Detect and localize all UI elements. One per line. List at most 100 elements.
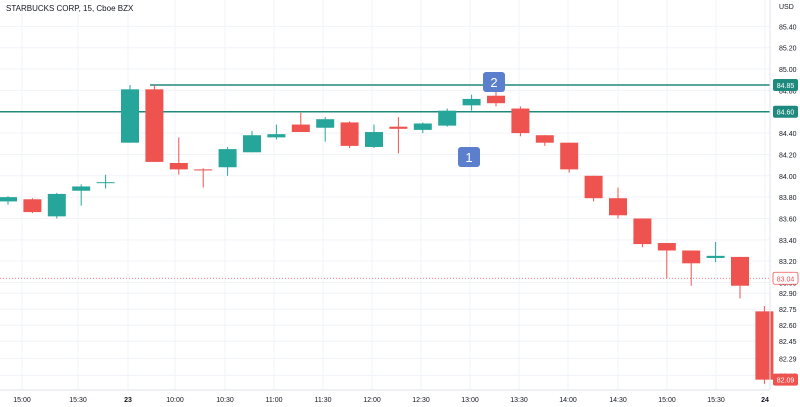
candle <box>72 184 91 206</box>
candle <box>365 124 383 149</box>
candle-body <box>438 110 457 126</box>
candle-body <box>365 132 383 147</box>
candle <box>731 256 749 299</box>
time-axis[interactable]: 15:00 15:30 23 10:00 10:30 11:00 11:30 12:00 12:… <box>13 397 769 404</box>
x-tick-label: 12:00 <box>363 397 381 404</box>
candle <box>169 137 188 175</box>
x-tick-label: 15:00 <box>658 397 676 404</box>
candles <box>0 81 774 384</box>
x-tick-label: 15:00 <box>13 397 31 404</box>
candle-body <box>0 197 17 202</box>
candle-body <box>487 95 505 104</box>
y-tick-label: 84.20 <box>779 152 797 159</box>
candle-body <box>535 135 554 143</box>
y-tick-label: 83.60 <box>779 216 797 223</box>
last-price-label: 83.04 <box>777 276 795 283</box>
hline-price-label: 84.85 <box>777 83 795 90</box>
candle <box>145 85 164 162</box>
candle <box>657 243 676 279</box>
candle-body <box>389 126 408 129</box>
candle <box>243 130 261 153</box>
candle-body <box>267 134 286 138</box>
y-tick-label: 82.45 <box>779 339 797 346</box>
y-tick-label: 85.00 <box>779 67 797 74</box>
annotation-badge <box>483 72 505 92</box>
candle <box>413 122 432 134</box>
annotation-marker[interactable]: 2 <box>483 72 505 92</box>
x-tick-label: 12:30 <box>412 397 430 404</box>
x-tick-label: 24 <box>761 397 769 404</box>
candle-body <box>657 243 676 251</box>
annotations[interactable]: 12 <box>458 72 505 167</box>
annotation-marker[interactable]: 1 <box>458 147 480 167</box>
candle-body <box>316 119 335 128</box>
y-tick-label: 83.40 <box>779 238 797 245</box>
candle-body <box>755 311 774 380</box>
y-tick-label: 82.75 <box>779 307 797 314</box>
grid-lines <box>0 0 770 390</box>
y-tick-label: 84.00 <box>779 174 797 181</box>
last-price-badge <box>772 271 799 285</box>
current-price-label: 82.09 <box>777 378 795 385</box>
candle-body <box>560 142 579 170</box>
hline-price-badge <box>773 105 798 118</box>
candle-body <box>72 186 91 191</box>
candle <box>535 135 554 146</box>
annotation-label: 2 <box>490 75 497 90</box>
x-tick-label: 11:30 <box>315 397 332 404</box>
candle <box>560 142 579 173</box>
candle <box>218 146 237 176</box>
candle <box>267 124 286 140</box>
x-tick-label: 23 <box>124 397 132 404</box>
candle <box>438 108 457 127</box>
x-tick-label: 15:30 <box>69 397 87 404</box>
candle <box>462 94 481 111</box>
candle-body <box>731 256 749 286</box>
candle-body <box>243 135 261 153</box>
hline-price-badge <box>773 79 798 92</box>
candle <box>316 117 335 142</box>
y-tick-label: 84.40 <box>779 131 797 138</box>
y-tick-label: 85.40 <box>779 24 797 31</box>
x-tick-label: 13:30 <box>510 397 528 404</box>
candle-body <box>706 255 725 258</box>
candle-body <box>169 162 188 170</box>
x-tick-label: 10:00 <box>166 397 184 404</box>
candle-body <box>340 122 359 146</box>
x-tick-label: 14:30 <box>609 397 627 404</box>
candle <box>633 218 652 248</box>
currency-label: USD <box>779 4 794 11</box>
horizontal-lines[interactable] <box>0 84 770 279</box>
current-price-badge <box>773 373 798 386</box>
candle <box>682 250 701 286</box>
hline-price-label: 84.60 <box>777 110 795 117</box>
annotation-label: 1 <box>465 150 472 165</box>
candle-body <box>218 149 237 168</box>
x-tick-label: 11:00 <box>266 397 283 404</box>
y-tick-label: 82.29 <box>779 356 797 363</box>
annotation-badge <box>458 147 480 167</box>
price-axis[interactable]: 85.40 85.20 85.00 84.80 84.60 84.40 84.20 84.00… <box>779 24 797 380</box>
candle <box>96 174 115 189</box>
y-tick-label: 83.80 <box>779 195 797 202</box>
candle-body <box>194 169 213 171</box>
candle-body <box>633 218 652 245</box>
candle-body <box>121 89 139 143</box>
candle <box>584 175 603 202</box>
candle-body <box>47 193 66 217</box>
candle-body <box>291 124 310 133</box>
candle <box>47 192 66 219</box>
candle <box>291 112 310 133</box>
candle-body <box>584 175 603 199</box>
candle-body <box>462 98 481 106</box>
y-tick-label: 84.80 <box>779 88 797 95</box>
y-tick-label: 82.90 <box>779 291 797 298</box>
candle <box>121 85 139 143</box>
candle <box>389 117 408 154</box>
x-tick-label: 13:00 <box>461 397 479 404</box>
candle <box>511 106 530 137</box>
price-badges: 84.85 84.60 83.04 82.09 <box>772 79 799 386</box>
candle <box>706 241 725 263</box>
candle-body <box>145 89 164 162</box>
